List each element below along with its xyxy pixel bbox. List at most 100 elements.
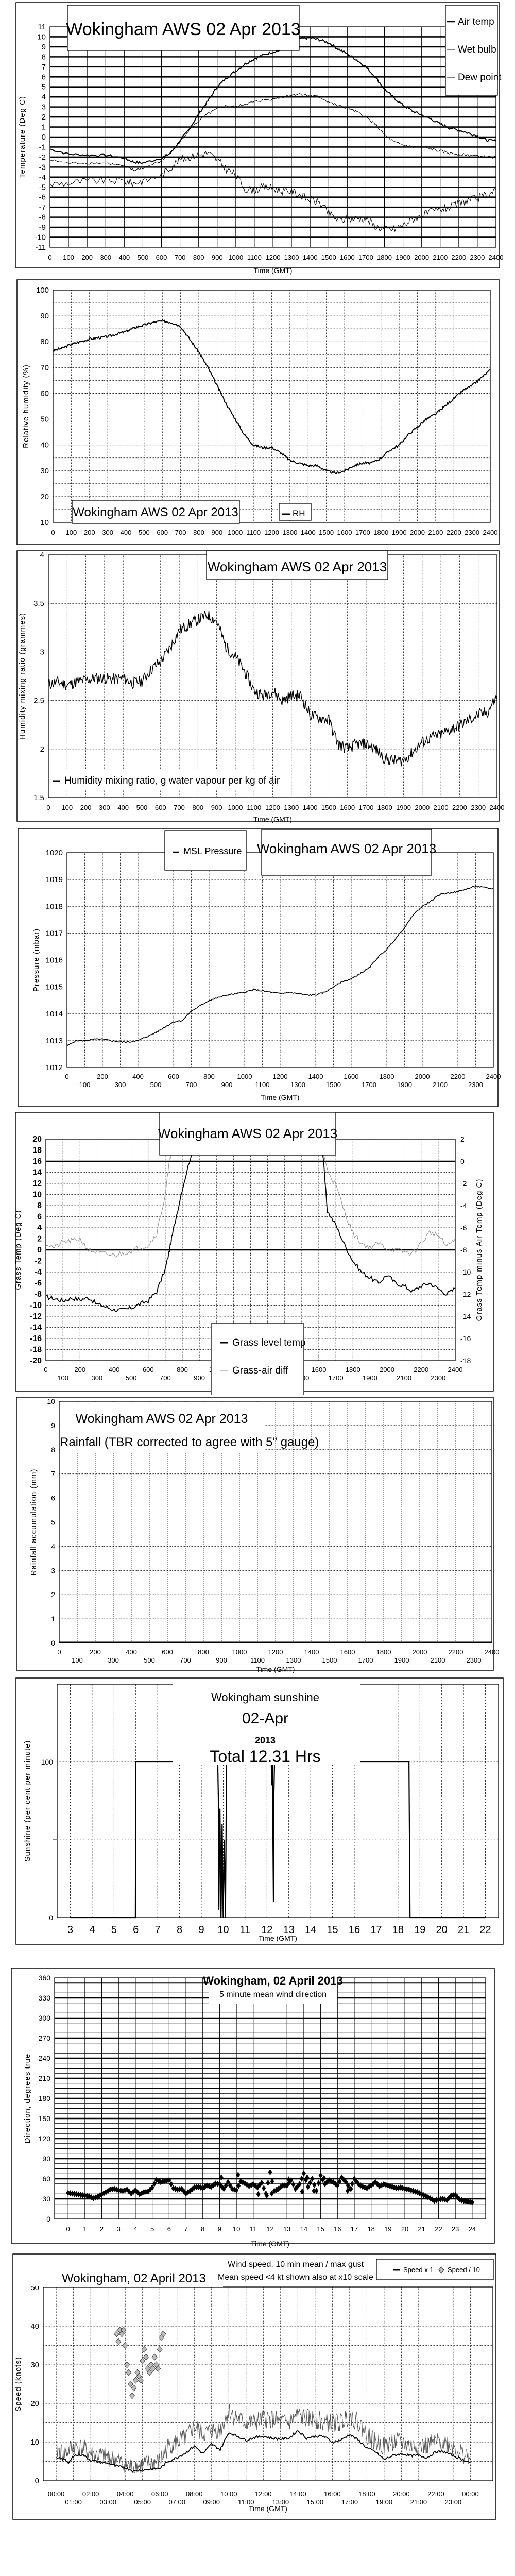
y-tick-label: 1018 [46, 902, 63, 911]
x-tick-label: 2000 [415, 1073, 430, 1080]
y-tick-label: -4 [39, 173, 46, 182]
x-tick-label: 16:00 [324, 2490, 341, 2498]
x-tick-label: 00:00 [462, 2490, 479, 2498]
x-tick-label: 1500 [319, 529, 334, 536]
x-tick-label: 4 [89, 1924, 95, 1936]
y-right-tick-label: -2 [460, 1179, 467, 1188]
x-tick-label: 900 [212, 529, 223, 536]
x-tick-label: 19 [414, 1924, 425, 1936]
y-tick-label: 30 [40, 467, 49, 476]
y-tick-label: 1013 [46, 1037, 63, 1045]
plot-area [53, 290, 491, 523]
x-tick-label: 02:00 [82, 2490, 99, 2498]
x-tick-label: 1700 [358, 253, 373, 261]
x-tick-label: 1000 [228, 253, 243, 261]
y-tick-label: 40 [40, 441, 49, 450]
y-tick-label: 8 [42, 53, 46, 61]
data-point [305, 2174, 310, 2181]
data-point [345, 2188, 350, 2194]
x-tick-label: 2300 [465, 529, 479, 536]
x-tick-label: 300 [102, 529, 113, 536]
y-tick-label: 3 [40, 648, 44, 656]
x-tick-label: 1900 [397, 1081, 412, 1089]
data-point [341, 2176, 346, 2183]
x-tick-label: 500 [150, 1081, 162, 1089]
x-tick-label: 17:00 [341, 2498, 358, 2506]
x-tick-label: 2000 [413, 1648, 427, 1656]
x-tick-label: 1200 [273, 1073, 288, 1080]
y-tick-label: 20 [32, 1135, 42, 1144]
title-box [206, 550, 388, 580]
y-tick-label: 4 [42, 93, 46, 101]
x-tick-label: 0 [57, 1648, 61, 1656]
data-point [171, 2185, 176, 2192]
data-point [360, 2183, 365, 2190]
x-tick-label: 400 [117, 804, 129, 811]
y-tick-label: 1015 [46, 983, 63, 992]
x-tick-label: 0 [51, 529, 55, 536]
data-point [468, 2198, 472, 2205]
x-tick-label: 0 [46, 804, 50, 811]
rainfall-chart-panel: 10 9 8 7 6 5 4 3 2 1 0 0 100 200 300 400 500 600 700 800 900… [0, 1395, 515, 1675]
data-point [297, 2181, 302, 2188]
y-tick-label: 3 [42, 103, 46, 112]
x-tick-label: 2200 [452, 804, 467, 811]
x-tick-label: 2400 [483, 529, 498, 536]
x-tick-label: 18 [392, 1924, 404, 1936]
x-tick-label: 400 [132, 1073, 144, 1080]
legend [164, 830, 247, 871]
data-point [163, 2177, 167, 2184]
chart-title: Wokingham, 02 April 2013 [203, 1974, 342, 1987]
y-tick-label: 1014 [46, 1010, 63, 1019]
data-point [300, 2188, 304, 2195]
data-point [262, 2185, 266, 2192]
x-tick-label: 2100 [428, 529, 443, 536]
data-point [126, 2369, 132, 2376]
x-tick-label: 900 [194, 1374, 205, 1382]
x-tick-label: 200 [84, 529, 95, 536]
x-tick-label: 1700 [358, 1656, 373, 1664]
y-tick-label: 360 [39, 1974, 51, 1982]
y-tick-label: 20 [40, 493, 49, 501]
data-point [143, 2353, 149, 2361]
y-tick-label: 1 [42, 123, 46, 132]
data-point [291, 2181, 296, 2188]
x-tick-label: 07:00 [168, 2498, 185, 2506]
x-tick-label: 2200 [451, 253, 466, 261]
data-point [121, 2326, 127, 2334]
y-tick-label: -11 [35, 243, 46, 252]
y-tick-label: -8 [35, 1290, 42, 1299]
x-tick-label: 500 [144, 1656, 155, 1664]
legend-label: MSL Pressure [183, 846, 242, 856]
chart-year: 2013 [255, 1735, 276, 1745]
y-tick-label: 20 [30, 2399, 39, 2408]
x-tick-label: 4 [133, 2225, 137, 2233]
x-tick-label: 1600 [340, 1648, 355, 1656]
x-tick-label: 1500 [321, 253, 336, 261]
chart-title: Wokingham, 02 April 2013 [62, 2272, 206, 2285]
series-grass-air-diff [46, 1139, 455, 1258]
data-point [99, 2191, 104, 2197]
y-tick-label: 330 [39, 1994, 51, 2002]
data-point [318, 2172, 323, 2179]
y-tick-label: 100 [36, 286, 49, 295]
data-point [138, 2377, 144, 2384]
data-point [322, 2181, 327, 2188]
y-tick-label: -10 [30, 1301, 42, 1310]
y-tick-label: -2 [39, 153, 46, 162]
y-tick-label: 6 [37, 1213, 42, 1222]
y-tick-label: 60 [42, 2175, 50, 2183]
x-tick-label: 400 [121, 529, 132, 536]
x-tick-label: 2000 [410, 529, 425, 536]
x-tick-label: 1300 [284, 804, 299, 811]
data-point [264, 2190, 268, 2197]
y-tick-label: 7 [51, 1470, 55, 1478]
y-axis-label-right: Grass Temp minus Air Temp (Deg C) [475, 1179, 484, 1321]
x-tick-label: 1700 [355, 529, 370, 536]
x-tick-label: 06:00 [151, 2490, 168, 2498]
y-right-tick-label: 0 [460, 1157, 465, 1165]
x-tick-label: 05:00 [134, 2498, 151, 2506]
data-point [400, 2185, 405, 2192]
y-tick-label: 6 [51, 1494, 55, 1502]
